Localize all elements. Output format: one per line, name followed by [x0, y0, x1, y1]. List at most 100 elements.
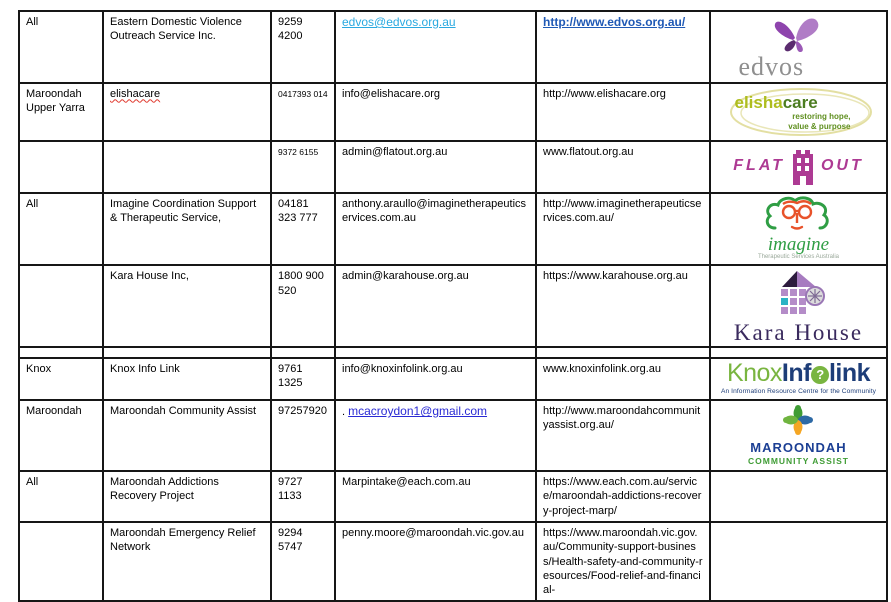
edvos-logo: edvos	[738, 14, 859, 82]
cell-org-name: Imagine Coordination Support & Therapeut…	[102, 191, 272, 267]
cell-logo	[709, 470, 888, 523]
cell-logo: edvos	[709, 10, 888, 84]
email-prefix: .	[342, 406, 349, 419]
cell-website: https://www.karahouse.org.au	[535, 264, 711, 348]
cell-phone: 9294 5747	[270, 520, 336, 602]
cell-website: www.knoxinfolink.org.au	[535, 356, 711, 402]
page: All Eastern Domestic Violence Outreach S…	[18, 10, 888, 602]
knox-wordmark: KnoxInf? link	[726, 358, 871, 387]
cell-logo: imagine Therapeutic Services Australia	[709, 191, 888, 267]
cell-phone: 04181 323 777	[270, 191, 336, 267]
cell-website: www.flatout.org.au	[535, 139, 711, 194]
cell-region: All	[18, 470, 104, 523]
imagine-tagline: Therapeutic Services Australia	[757, 253, 840, 260]
cell-region: All	[18, 191, 104, 267]
cell-email	[334, 345, 537, 359]
table-row: Maroondah Maroondah Community Assist 972…	[18, 399, 888, 473]
cell-region: Knox	[18, 356, 104, 402]
out-wordmark: OUT	[820, 157, 864, 175]
cell-website: http://www.maroondahcommunityassist.org.…	[535, 399, 711, 473]
table-row: Kara House Inc, 1800 900 520 admin@karah…	[18, 264, 888, 348]
cell-logo	[709, 520, 888, 602]
cell-region	[18, 520, 104, 602]
elishacare-logo: elishacare restoring hope, value & purpo…	[721, 86, 877, 138]
email-link[interactable]: edvos@edvos.org.au	[342, 15, 456, 29]
table-row: All Imagine Coordination Support & Thera…	[18, 191, 888, 267]
knox-info-link-logo: KnoxInf? link An Information Resource Cen…	[720, 358, 877, 396]
cell-email: admin@flatout.org.au	[334, 139, 537, 194]
table-row: Knox Knox Info Link 9761 1325 info@knoxi…	[18, 356, 888, 402]
cell-org-name: Maroondah Community Assist	[102, 399, 272, 473]
mca-wordmark-line1: MAROONDAH	[750, 440, 847, 456]
cell-region	[18, 139, 104, 194]
website-link[interactable]: http://www.edvos.org.au/	[543, 15, 686, 29]
email-link[interactable]: mcacroydon1@gmail.com	[348, 404, 488, 419]
cell-email: info@knoxinfolink.org.au	[334, 356, 537, 402]
cell-website: https://www.maroondah.vic.gov.au/Communi…	[535, 520, 711, 602]
ellipse-rings-icon	[729, 87, 872, 136]
cell-phone: 9761 1325	[270, 356, 336, 402]
cell-phone: 97257920	[270, 399, 336, 473]
cell-region: Maroondah Upper Yarra	[18, 81, 104, 142]
table-row: All Maroondah Addictions Recovery Projec…	[18, 470, 888, 523]
maroondah-community-assist-logo: MAROONDAH COMMUNITY ASSIST	[748, 403, 849, 466]
org-name-misspelled: elishacare	[110, 87, 161, 100]
cell-org-name	[102, 139, 272, 194]
cell-website: http://www.elishacare.org	[535, 81, 711, 142]
cell-org-name: Knox Info Link	[102, 356, 272, 402]
kara-house-wordmark: Kara House	[733, 319, 864, 345]
resource-table: All Eastern Domestic Violence Outreach S…	[18, 10, 888, 602]
cell-website: http://www.imaginetherapeuticservices.co…	[535, 191, 711, 267]
cell-region: All	[18, 10, 104, 84]
elishacare-tagline: restoring hope, value & purpose	[788, 111, 851, 131]
cell-phone: 1800 900 520	[270, 264, 336, 348]
house-icon	[780, 271, 825, 315]
table-row-spacer	[18, 345, 888, 359]
cell-logo: FLAT OUT	[709, 139, 888, 194]
cell-org-name: elishacare	[102, 81, 272, 142]
cell-phone	[270, 345, 336, 359]
cell-logo: KnoxInf? link An Information Resource Cen…	[709, 356, 888, 402]
flat-out-logo: FLAT OUT	[713, 149, 884, 185]
imagine-logo: imagine Therapeutic Services Australia	[758, 196, 839, 262]
flat-wordmark: FLAT	[733, 157, 785, 175]
cell-region	[18, 264, 104, 348]
table-row: 9372 6155 admin@flatout.org.au www.flato…	[18, 139, 888, 194]
cell-logo: MAROONDAH COMMUNITY ASSIST	[709, 399, 888, 473]
table-row: Maroondah Emergency Relief Network 9294 …	[18, 520, 888, 602]
cell-email: edvos@edvos.org.au	[334, 10, 537, 84]
imagine-wordmark: imagine	[767, 233, 830, 255]
cell-org-name: Maroondah Emergency Relief Network	[102, 520, 272, 602]
cell-email: info@elishacare.org	[334, 81, 537, 142]
cell-logo: elishacare restoring hope, value & purpo…	[709, 81, 888, 142]
people-pinwheel-icon	[783, 405, 814, 436]
elishacare-wordmark: elishacare	[734, 92, 818, 112]
knox-tagline: An Information Resource Centre for the C…	[720, 387, 877, 395]
building-icon	[792, 149, 813, 185]
cell-website: http://www.edvos.org.au/	[535, 10, 711, 84]
cell-org-name	[102, 345, 272, 359]
cell-region	[18, 345, 104, 359]
kara-house-logo: Kara House	[733, 268, 864, 345]
cell-phone: 9372 6155	[270, 139, 336, 194]
cell-phone: 9259 4200	[270, 10, 336, 84]
cell-website: https://www.each.com.au/service/maroonda…	[535, 470, 711, 523]
cell-phone: 9727 1133	[270, 470, 336, 523]
question-mark-icon: ?	[810, 365, 829, 384]
cell-org-name: Eastern Domestic Violence Outreach Servi…	[102, 10, 272, 84]
table-row: All Eastern Domestic Violence Outreach S…	[18, 10, 888, 84]
cell-email: admin@karahouse.org.au	[334, 264, 537, 348]
butterfly-icon	[774, 18, 818, 53]
cell-email: Marpintake@each.com.au	[334, 470, 537, 523]
phone-number: 0417393 014	[278, 88, 328, 99]
cell-org-name: Kara House Inc,	[102, 264, 272, 348]
cell-phone: 0417393 014	[270, 81, 336, 142]
cell-email: penny.moore@maroondah.vic.gov.au	[334, 520, 537, 602]
cell-email: . mcacroydon1@gmail.com	[334, 399, 537, 473]
edvos-wordmark: edvos	[738, 52, 805, 82]
phone-number: 9372 6155	[278, 146, 319, 157]
cell-email: anthony.araullo@imaginetherapeuticservic…	[334, 191, 537, 267]
table-row: Maroondah Upper Yarra elishacare 0417393…	[18, 81, 888, 142]
cell-org-name: Maroondah Addictions Recovery Project	[102, 470, 272, 523]
cell-logo	[709, 345, 888, 359]
